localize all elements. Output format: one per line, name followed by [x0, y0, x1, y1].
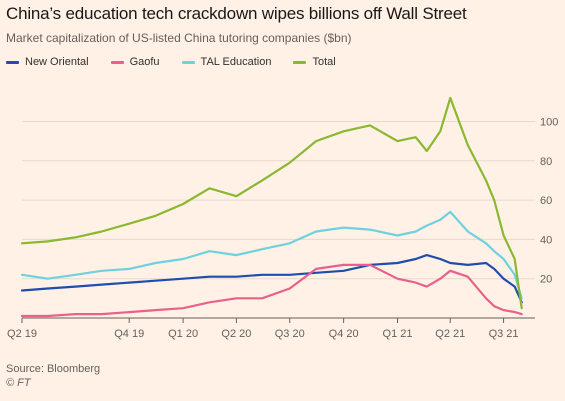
- legend-label-tal-education: TAL Education: [200, 56, 272, 68]
- y-tick-label: 40: [540, 234, 552, 246]
- series-line-gaofu: [20, 263, 523, 318]
- series-line-tal-education: [20, 210, 523, 300]
- legend: New Oriental Gaofu TAL Education Total: [6, 56, 358, 68]
- legend-item-tal-education: TAL Education: [181, 56, 272, 68]
- legend-item-new-oriental: New Oriental: [6, 56, 89, 68]
- x-tick-label: Q4 19: [114, 328, 144, 340]
- x-tick-label: Q3 20: [275, 328, 305, 340]
- x-tick-label: Q1 21: [383, 328, 413, 340]
- x-tick-label: Q2 19: [7, 328, 37, 340]
- legend-swatch-total: [293, 60, 307, 64]
- x-tick-label: Q1 20: [168, 328, 198, 340]
- legend-swatch-gaofu: [110, 60, 124, 64]
- x-tick-label: Q2 20: [221, 328, 251, 340]
- x-tick-label: Q3 21: [489, 328, 519, 340]
- legend-label-total: Total: [312, 56, 336, 68]
- chart-title: China’s education tech crackdown wipes b…: [6, 4, 467, 23]
- legend-swatch-new-oriental: [6, 60, 19, 64]
- y-tick-label: 100: [540, 116, 558, 128]
- series-line-total: [20, 96, 523, 310]
- y-tick-label: 60: [540, 195, 552, 207]
- x-tick-label: Q4 20: [329, 328, 359, 340]
- legend-item-gaofu: Gaofu: [110, 56, 160, 68]
- source-note: Source: Bloomberg: [6, 363, 101, 375]
- credit-note: © FT: [6, 377, 31, 389]
- x-tick-label: Q2 21: [435, 328, 465, 340]
- legend-item-total: Total: [293, 56, 336, 68]
- y-tick-label: 20: [540, 274, 552, 286]
- chart-subtitle: Market capitalization of US-listed China…: [6, 31, 352, 45]
- legend-swatch-tal-education: [181, 60, 195, 64]
- y-tick-label: 80: [540, 156, 552, 168]
- legend-label-gaofu: Gaofu: [129, 56, 160, 68]
- legend-label-new-oriental: New Oriental: [25, 56, 89, 68]
- series-line-new-oriental: [20, 254, 523, 304]
